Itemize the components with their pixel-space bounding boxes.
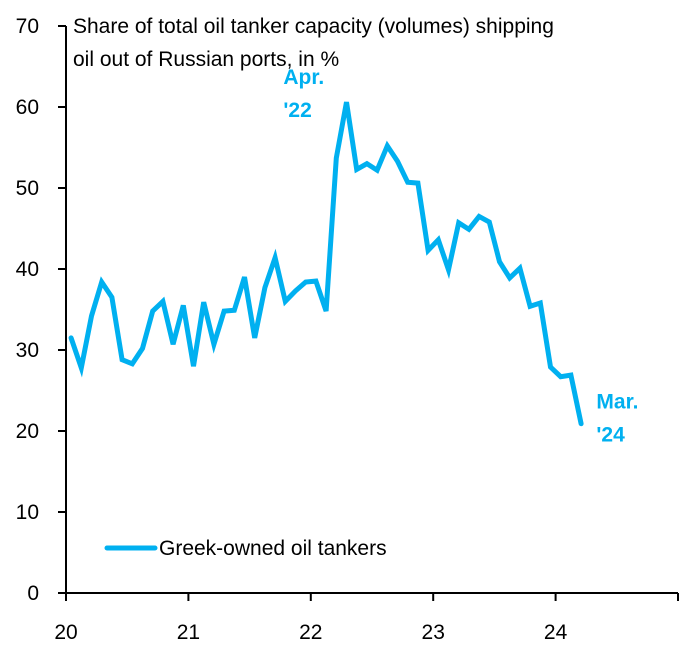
- legend-label-greek-owned: Greek-owned oil tankers: [159, 537, 387, 560]
- axes: [58, 26, 678, 594]
- y-tick-label: 20: [16, 420, 39, 443]
- y-tick-label: 40: [16, 258, 39, 281]
- y-tick-label: 10: [16, 501, 39, 524]
- chart-title: Share of total oil tanker capacity (volu…: [73, 15, 554, 71]
- y-tick-label: 50: [16, 177, 39, 200]
- x-tick-label: 21: [177, 621, 200, 644]
- x-axis-ticks: 20 21 22 23 24: [54, 593, 679, 644]
- annotation-label: Apr.: [283, 66, 324, 89]
- series-line-greek-owned-oil-tankers: [68, 101, 584, 427]
- chart-title-line-1: Share of total oil tanker capacity (volu…: [73, 15, 554, 38]
- y-tick-label: 0: [27, 582, 39, 605]
- annotation-label: '24: [596, 424, 625, 447]
- x-tick-label: 23: [422, 621, 445, 644]
- annotations: Apr. '22 Mar. '24: [283, 66, 638, 447]
- annotation-label: '22: [283, 99, 311, 122]
- x-tick-label: 22: [299, 621, 322, 644]
- y-tick-label: 30: [16, 339, 39, 362]
- chart-title-line-2: oil out of Russian ports, in %: [73, 48, 339, 71]
- x-tick-label: 20: [54, 621, 77, 644]
- x-tick-label: 24: [544, 621, 568, 644]
- series-layer: [68, 101, 584, 427]
- annotation-label: Mar.: [596, 391, 638, 414]
- y-tick-label: 60: [16, 96, 39, 119]
- legend: Greek-owned oil tankers: [104, 537, 387, 560]
- y-tick-label: 70: [16, 15, 39, 38]
- y-axis-ticks: 0 10 20 30 40 50 60 70: [16, 15, 66, 605]
